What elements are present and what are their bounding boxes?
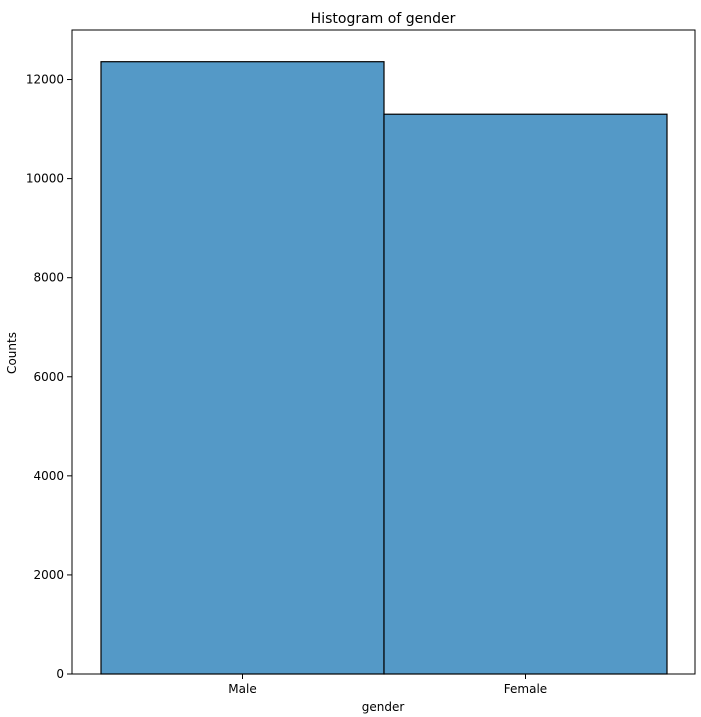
y-tick-label: 0 xyxy=(56,667,64,681)
y-tick-label: 4000 xyxy=(33,469,64,483)
bar-female xyxy=(383,113,668,675)
y-tick-label: 10000 xyxy=(26,172,64,186)
y-tick-label: 8000 xyxy=(33,271,64,285)
y-tick-label: 2000 xyxy=(33,568,64,582)
plot-frame xyxy=(71,29,696,675)
x-axis-label: gender xyxy=(362,700,405,714)
bars-layer xyxy=(100,61,668,675)
y-axis: 0 2000 4000 6000 8000 10000 12000 xyxy=(26,73,72,681)
y-tick-label: 12000 xyxy=(26,73,64,87)
x-tick-label: Female xyxy=(504,682,547,696)
x-tick-label: Male xyxy=(228,682,256,696)
y-tick-label: 6000 xyxy=(33,370,64,384)
y-axis-label: Counts xyxy=(5,332,19,374)
bar-male xyxy=(100,61,385,675)
x-axis: Male Female xyxy=(228,674,547,696)
chart-title: Histogram of gender xyxy=(311,11,456,27)
